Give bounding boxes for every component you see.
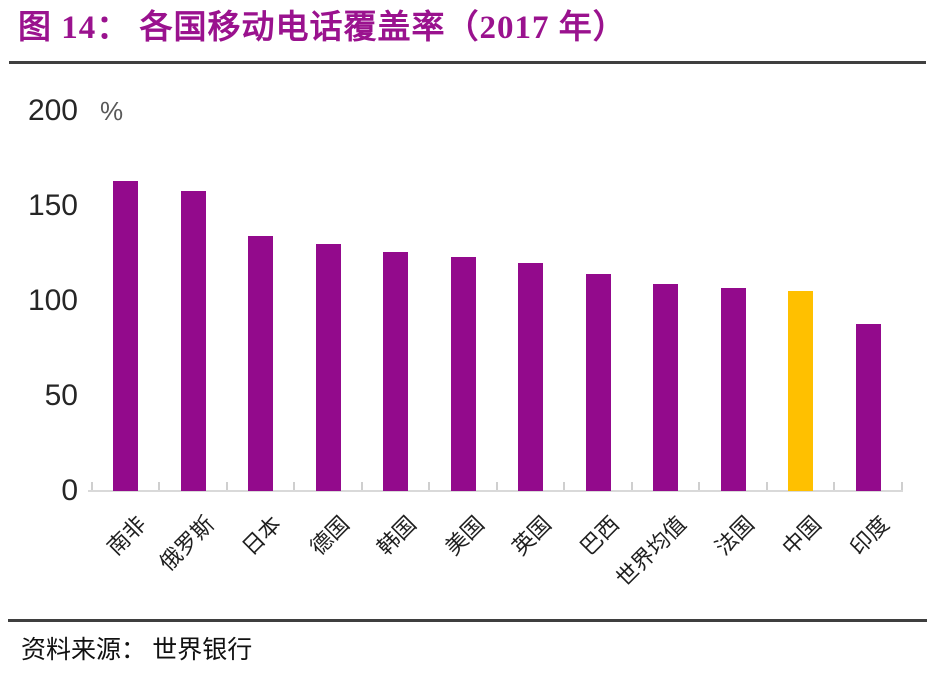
chart-bar-6 [450,257,476,491]
chart-bar-8 [585,274,611,491]
chart-bar-7 [518,263,543,491]
chart-bar-12 [855,324,881,491]
x-axis-label: 俄罗斯 [154,511,219,576]
x-axis-label: 韩国 [372,511,422,561]
axis-tick-mark [495,482,498,490]
chart-bar-5 [383,252,408,491]
chart-bar-4 [315,244,341,491]
x-axis-label: 德国 [305,511,354,561]
axis-tick-mark [293,482,296,490]
x-axis-label: 中国 [777,511,827,561]
chart-bar-9 [653,284,678,491]
x-axis-label: 印度 [845,511,894,561]
x-axis-label: 英国 [507,511,557,561]
y-axis-tick-label: 150 [27,189,78,222]
chart-bar-2 [180,191,206,491]
x-axis-label: 日本 [237,511,287,561]
chart-bar-1 [113,181,138,491]
axis-tick-mark [900,482,903,490]
axis-tick-mark [563,482,566,490]
x-axis-label: 南非 [102,511,152,561]
axis-tick-mark [833,482,836,490]
axis-tick-mark [158,482,161,490]
figure-title: 图 14： 各国移动电话覆盖率（2017 年） [18,10,627,46]
axis-tick-mark [428,482,431,490]
source-note: 资料来源： 世界银行 [21,637,253,664]
x-axis-line [88,490,903,492]
x-axis-label: 美国 [440,511,489,561]
y-axis-unit-label: % [100,96,124,126]
y-axis-tick-label: 0 [61,474,78,507]
x-axis-label: 巴西 [575,511,624,561]
x-axis-label: 世界均值 [611,511,692,592]
axis-tick-mark [90,482,93,490]
footer-separator [8,619,927,622]
title-separator [9,61,926,64]
axis-tick-mark [360,482,363,490]
axis-tick-mark [698,482,701,490]
x-axis-label: 法国 [710,511,759,561]
axis-tick-mark [765,482,768,490]
y-axis-tick-label: 100 [27,284,78,317]
axis-tick-mark [225,482,228,490]
chart-bar-3 [248,236,273,491]
chart-bar-10 [720,288,746,491]
chart-bar-11 [788,291,813,491]
axis-tick-mark [630,482,633,490]
y-axis-tick-label: 200 [27,94,78,127]
y-axis-tick-label: 50 [44,379,78,412]
